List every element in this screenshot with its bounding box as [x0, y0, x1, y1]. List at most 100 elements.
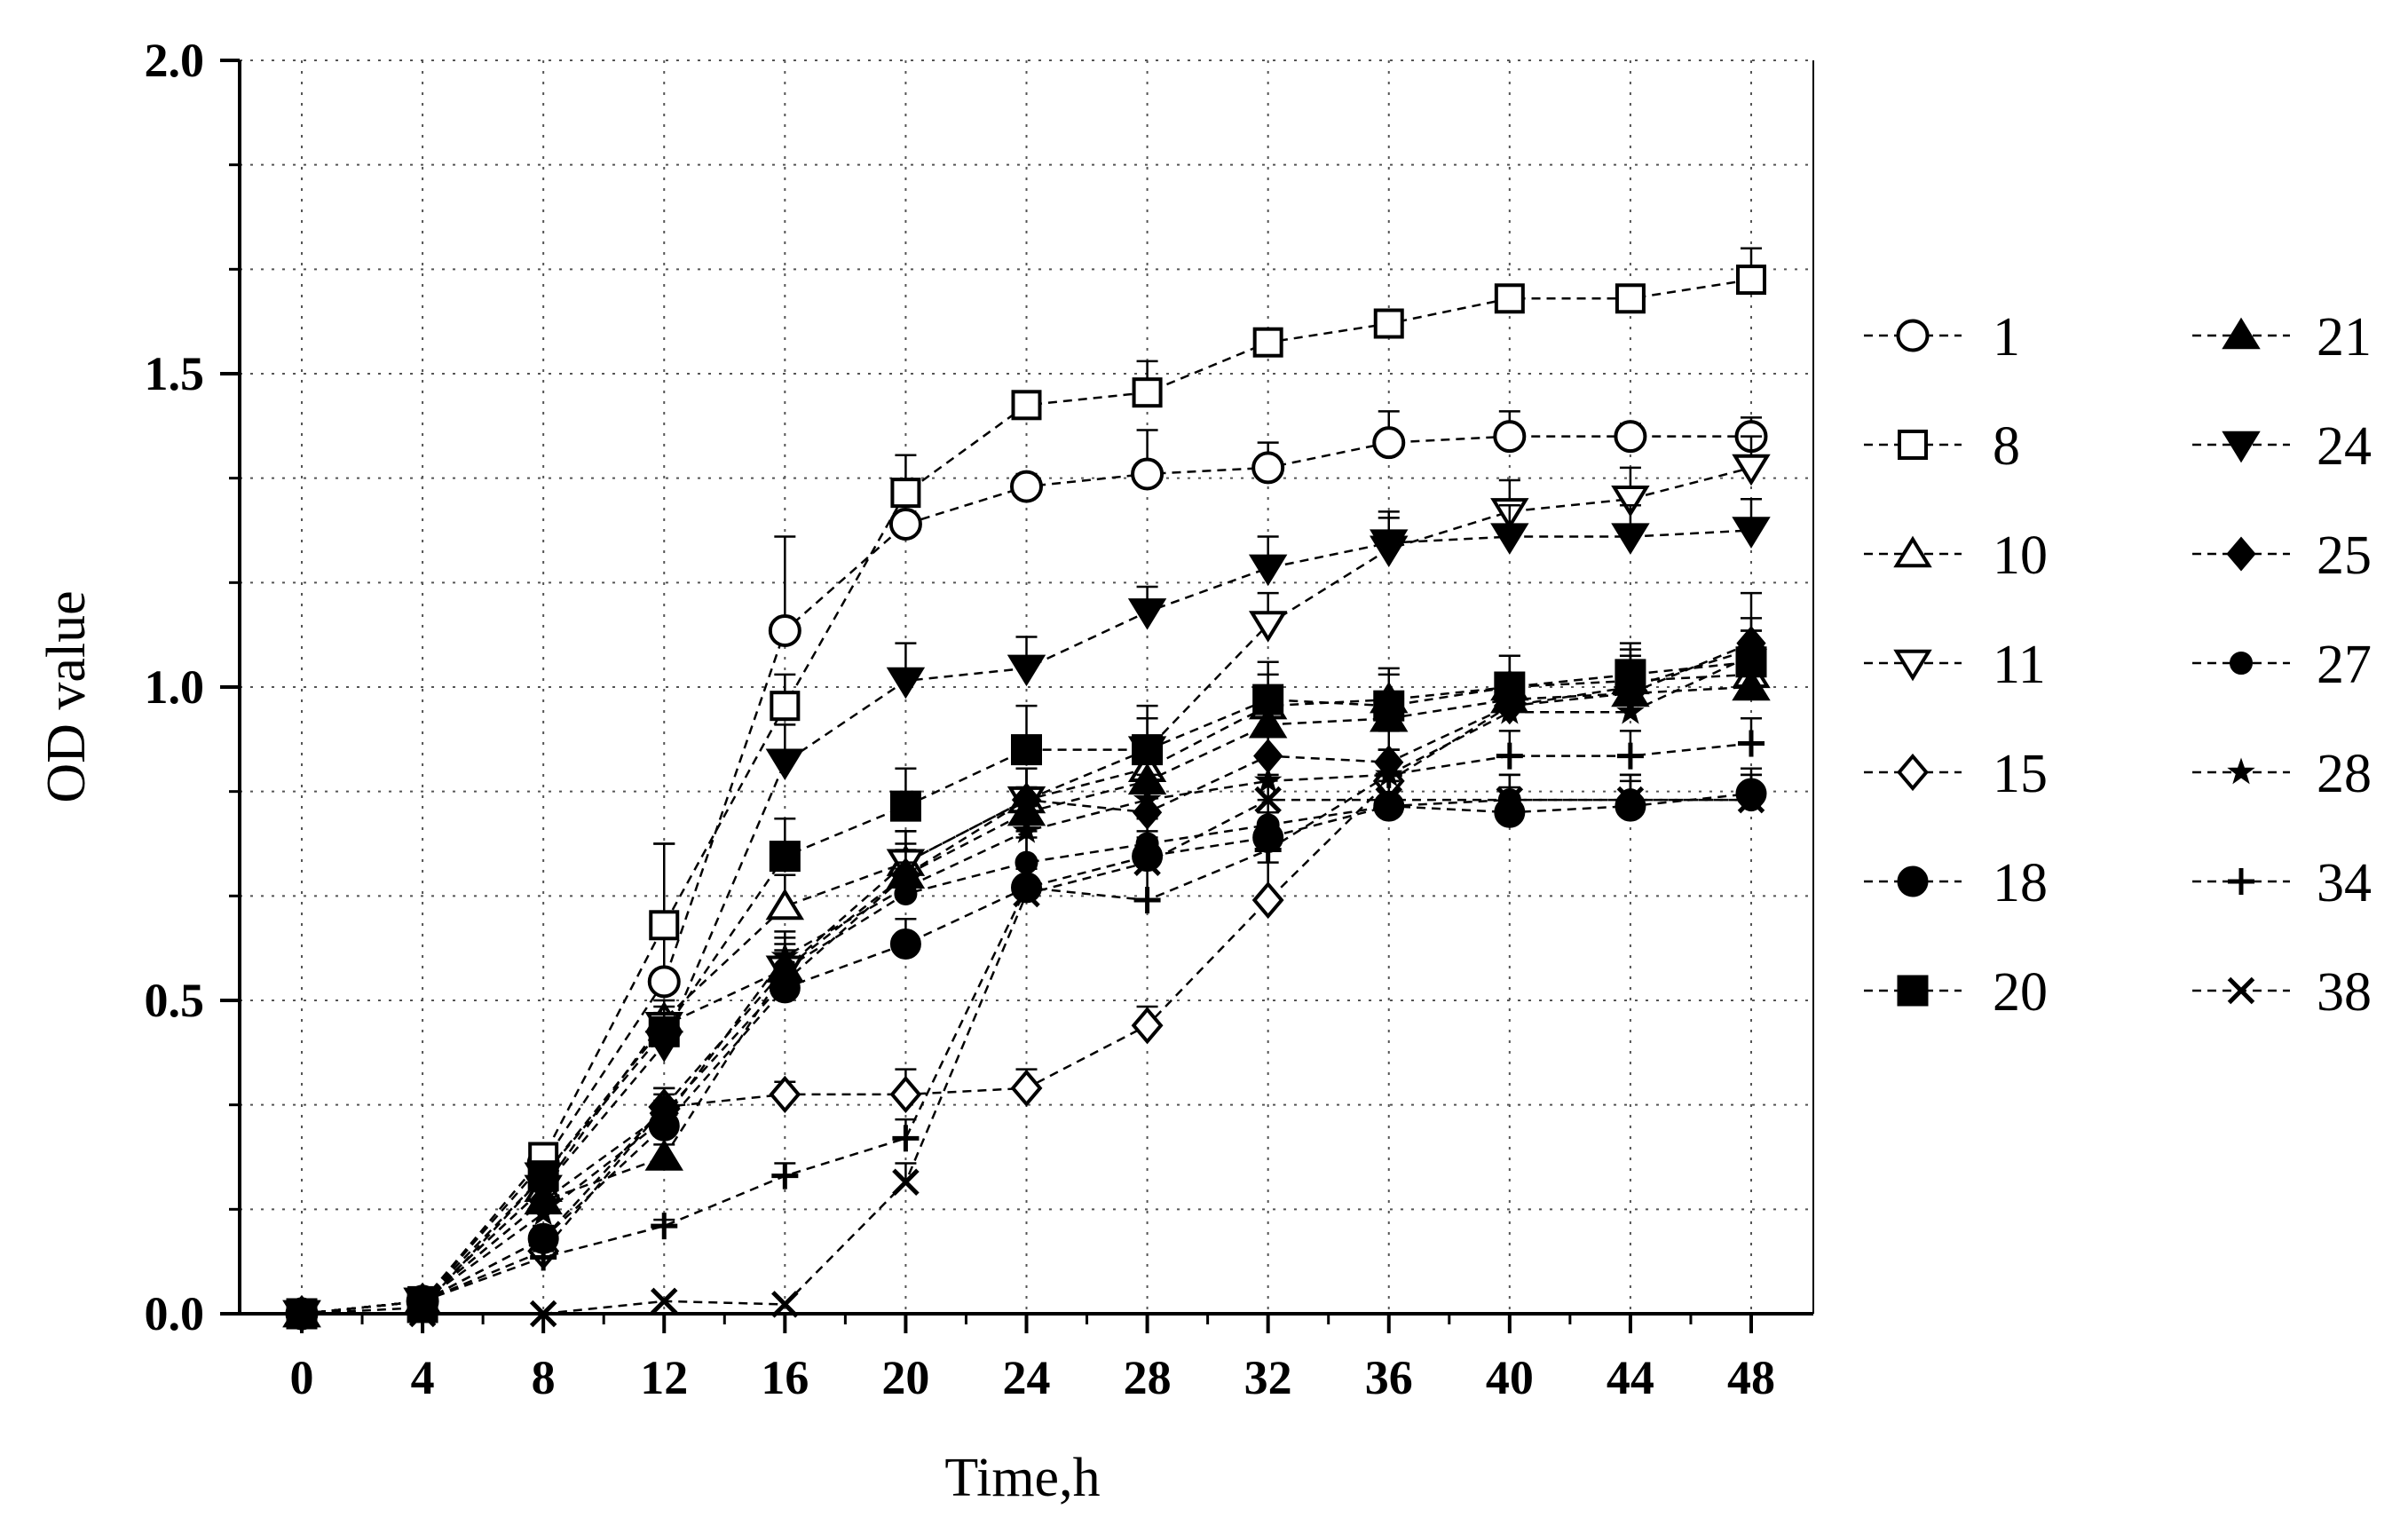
legend-label-27: 27	[2317, 635, 2372, 695]
data-point-1	[1251, 451, 1285, 485]
data-point-15	[1251, 881, 1284, 920]
data-point-38-b	[1616, 786, 1645, 814]
data-point-38-b	[1375, 786, 1403, 814]
data-point-8	[1252, 327, 1283, 358]
legend-item-15: 15	[1864, 744, 2048, 804]
data-point-15	[769, 1075, 801, 1113]
data-point-38-b	[1133, 849, 1161, 876]
legend-item-1: 1	[1864, 307, 2020, 367]
data-point-34	[1616, 742, 1644, 770]
data-point-20	[769, 841, 801, 873]
legend-label-24: 24	[2317, 416, 2372, 477]
data-point-15	[1010, 1069, 1043, 1107]
data-point-1	[1010, 470, 1043, 503]
x-tick-label: 12	[640, 1351, 688, 1404]
series-25	[287, 591, 1766, 1331]
legend-label-25: 25	[2317, 525, 2372, 586]
data-point-20	[1011, 734, 1042, 766]
x-tick-label: 40	[1486, 1351, 1534, 1404]
legend-item-38: 38	[2192, 962, 2372, 1023]
data-point-34	[530, 1244, 557, 1271]
data-point-8	[1132, 377, 1163, 408]
data-point-38	[408, 1300, 437, 1328]
data-point-8	[1615, 283, 1646, 314]
legend-item-25: 25	[2192, 525, 2372, 586]
data-point-38	[1375, 786, 1403, 814]
legend-item-20: 20	[1864, 962, 2048, 1023]
data-point-1	[647, 965, 681, 999]
legend-marker-34	[2228, 868, 2254, 895]
data-point-24	[1370, 529, 1409, 561]
y-tick-label: 0.5	[145, 974, 205, 1027]
data-point-1	[888, 507, 922, 541]
grid-layer	[240, 59, 1813, 1314]
data-point-24	[1611, 523, 1650, 555]
legend-marker-25	[2226, 536, 2256, 572]
y-tick-label: 1.0	[145, 660, 205, 714]
data-point-21	[644, 1139, 683, 1171]
legend-label-38: 38	[2317, 962, 2372, 1023]
legend-marker-21	[2222, 317, 2261, 350]
data-point-28	[529, 1198, 557, 1226]
data-point-34	[1254, 836, 1282, 864]
data-point-28	[650, 1104, 678, 1132]
data-point-24	[1732, 517, 1771, 549]
data-point-38	[1254, 786, 1282, 814]
legend-item-8: 8	[1864, 416, 2020, 477]
data-point-34	[1738, 730, 1765, 757]
data-point-28	[770, 942, 800, 968]
data-point-38	[650, 1287, 678, 1316]
data-point-8	[890, 478, 921, 509]
data-point-38	[529, 1300, 557, 1328]
data-point-38-b	[408, 1300, 437, 1328]
data-point-38-b	[288, 1300, 316, 1328]
data-point-28	[1616, 697, 1645, 724]
x-tick-label: 44	[1607, 1351, 1654, 1404]
data-point-1	[1131, 457, 1165, 491]
data-point-15	[889, 1075, 922, 1113]
data-point-38	[1737, 786, 1765, 814]
legend-label-20: 20	[1993, 962, 2048, 1023]
legend-marker-10	[1893, 535, 1932, 568]
legend-item-28: 28	[2192, 744, 2372, 804]
series-38	[288, 773, 1765, 1328]
legend-label-11: 11	[1993, 635, 2046, 695]
data-point-11	[1248, 611, 1288, 643]
data-point-28	[1496, 697, 1524, 724]
axes-layer: 0.00.51.01.52.00 4 8 12 16 20 24 28 32 36 40 44 48	[145, 34, 1814, 1404]
data-point-34	[1133, 887, 1161, 914]
data-point-34	[409, 1287, 437, 1315]
legend-marker-1	[1896, 319, 1930, 352]
data-point-38-b	[1496, 786, 1524, 814]
data-point-28	[891, 873, 920, 900]
legend-marker-18	[1897, 865, 1929, 897]
data-point-18	[889, 928, 921, 960]
x-tick-label: 4	[411, 1351, 435, 1404]
x-tick-label: 24	[1003, 1351, 1051, 1404]
legend-label-34: 34	[2317, 853, 2372, 913]
legend-item-34: 34	[2192, 853, 2372, 913]
data-point-38-b	[1013, 880, 1040, 908]
data-point-24	[1007, 654, 1046, 687]
legend-label-21: 21	[2317, 307, 2372, 367]
data-point-24	[1248, 554, 1288, 587]
data-point-38	[288, 1300, 316, 1328]
data-point-38	[771, 1291, 799, 1318]
y-tick-label: 2.0	[145, 34, 205, 87]
data-point-34	[1496, 742, 1523, 770]
data-point-1	[768, 613, 801, 647]
y-axis-title: OD value	[36, 590, 97, 802]
legend-label-1: 1	[1993, 307, 2020, 367]
data-point-8	[1736, 265, 1766, 296]
data-point-34	[771, 1162, 799, 1189]
data-point-24	[886, 667, 926, 699]
data-point-38	[1496, 786, 1524, 814]
data-point-38	[1133, 849, 1161, 876]
legend-label-15: 15	[1993, 744, 2048, 804]
data-point-28	[1133, 785, 1162, 812]
x-tick-label: 16	[761, 1351, 809, 1404]
data-point-11	[1732, 454, 1771, 486]
data-point-21	[1732, 668, 1771, 701]
